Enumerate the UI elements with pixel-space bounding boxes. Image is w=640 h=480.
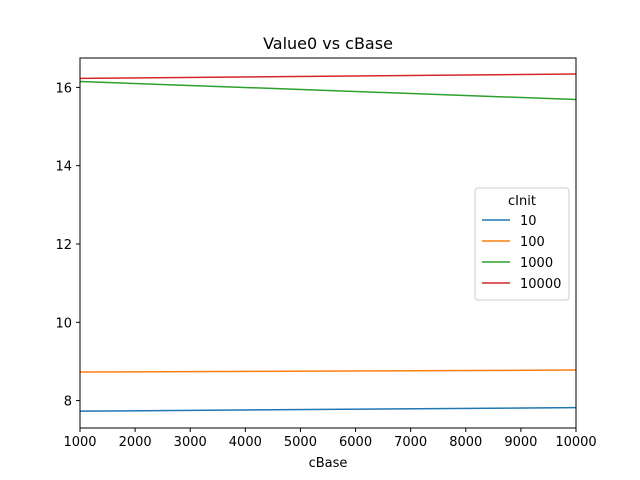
legend-label: 100 (520, 235, 545, 250)
x-tick-label: 9000 (504, 435, 537, 450)
x-tick-label: 6000 (339, 435, 372, 450)
series-line-100 (79, 369, 577, 373)
legend: cInit 10 100 1000 10000 (474, 187, 570, 301)
x-tick-label: 4000 (229, 435, 262, 450)
x-tick-label: 8000 (449, 435, 482, 450)
x-tick-label: 2000 (119, 435, 152, 450)
x-tick-label: 7000 (394, 435, 427, 450)
series-line-10 (79, 406, 577, 412)
legend-box (474, 187, 570, 301)
plot-lines (79, 73, 577, 412)
legend-label: 1000 (520, 256, 553, 271)
y-tick-label: 8 (64, 395, 72, 410)
x-tick-label: 5000 (284, 435, 317, 450)
y-tick-label: 16 (55, 81, 72, 96)
series-line-10000 (79, 73, 577, 80)
legend-label: 10000 (520, 277, 561, 292)
x-tick-label: 3000 (174, 435, 207, 450)
y-axis-ticks: 8 10 12 14 16 (55, 81, 80, 410)
y-tick-label: 14 (55, 160, 72, 175)
y-tick-label: 10 (55, 316, 72, 331)
x-axis-label: cBase (309, 456, 348, 471)
series-line-1000 (79, 80, 577, 101)
chart-title: Value0 vs cBase (263, 34, 393, 53)
legend-title: cInit (508, 194, 536, 209)
y-tick-label: 12 (55, 238, 72, 253)
legend-label: 10 (520, 214, 537, 229)
x-axis-ticks: 1000 2000 3000 4000 5000 6000 7000 8000 9000 1000… (63, 428, 597, 450)
plot-frame (79, 57, 577, 429)
x-tick-label: 10000 (555, 435, 596, 450)
x-tick-label: 1000 (63, 435, 96, 450)
